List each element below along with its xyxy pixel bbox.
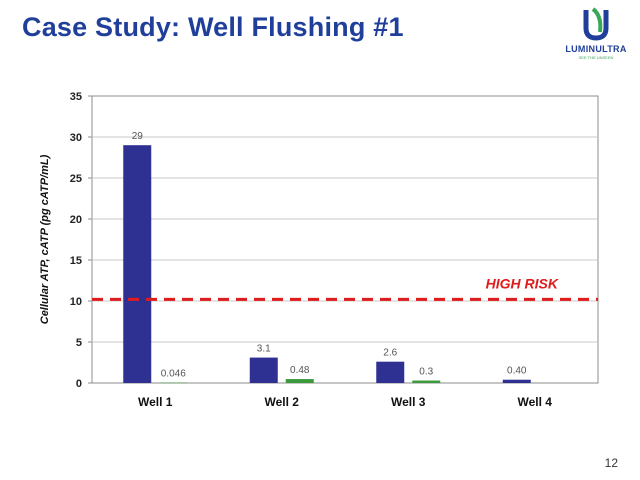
x-tick-label: Well 1: [138, 395, 173, 409]
data-label: 3.1: [257, 344, 271, 355]
y-tick-label: 30: [70, 132, 82, 144]
bar-primary: [502, 379, 531, 383]
bar-primary: [123, 145, 152, 383]
plot-area: [91, 95, 599, 384]
data-label: 2.6: [383, 348, 397, 359]
logo-wordmark: LUMINULTRA: [565, 44, 627, 54]
logo-tagline: SEE THE UNSEEN: [578, 55, 614, 60]
y-tick-label: 20: [70, 214, 82, 226]
y-tick-label: 15: [70, 255, 82, 267]
logo-mark-icon: [583, 7, 609, 41]
data-label: 0.3: [419, 367, 433, 378]
y-tick-label: 10: [70, 296, 82, 308]
y-tick-label: 35: [70, 91, 82, 103]
data-label: 0.046: [161, 369, 186, 380]
x-tick-label: Well 3: [391, 395, 426, 409]
high-risk-label: HIGH RISK: [486, 275, 559, 291]
y-axis-title: Cellular ATP, cATP (pg cATP/mL): [39, 154, 51, 324]
data-label: 0.48: [290, 365, 310, 376]
bar-secondary: [412, 380, 441, 383]
y-tick-label: 25: [70, 173, 82, 185]
y-tick-label: 0: [76, 378, 82, 390]
bar-primary: [376, 361, 405, 383]
x-tick-label: Well 4: [518, 395, 553, 409]
data-label: 29: [132, 131, 144, 142]
bar-secondary: [159, 382, 188, 384]
page-number: 12: [604, 456, 618, 470]
bar-secondary: [285, 379, 314, 383]
luminultra-logo: LUMINULTRA SEE THE UNSEEN: [556, 6, 636, 68]
bar-primary: [249, 357, 278, 383]
y-tick-label: 5: [76, 337, 82, 349]
x-tick-label: Well 2: [265, 395, 300, 409]
slide-title: Case Study: Well Flushing #1: [22, 12, 404, 42]
data-label: 0.40: [507, 366, 527, 377]
